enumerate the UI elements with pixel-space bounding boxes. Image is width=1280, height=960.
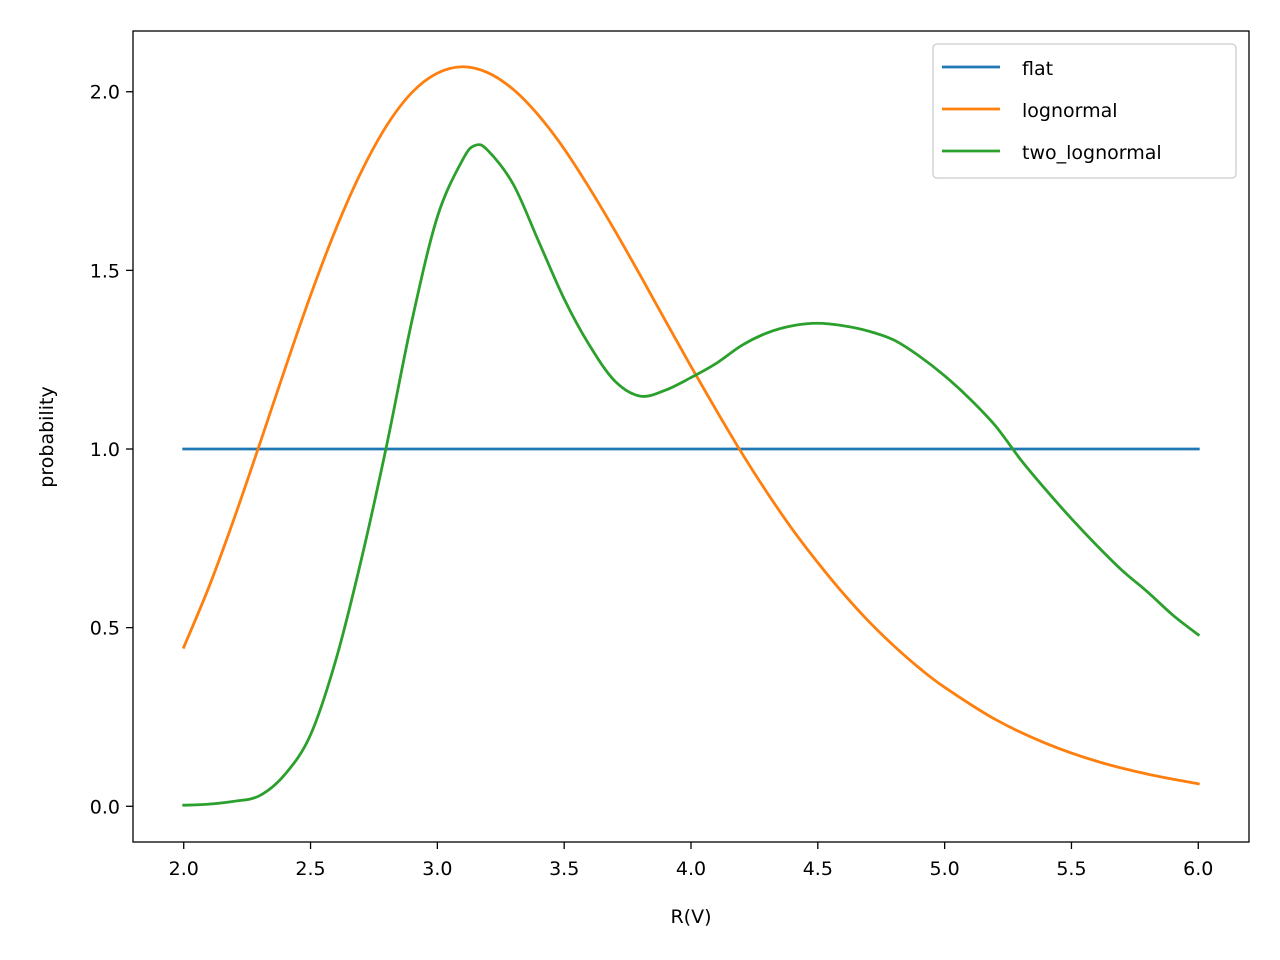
x-tick-label: 2.0: [169, 858, 199, 880]
x-tick-label: 2.5: [295, 858, 325, 880]
x-tick-label: 4.5: [803, 858, 833, 880]
legend-label: flat: [1022, 58, 1053, 80]
x-tick-label: 3.5: [549, 858, 579, 880]
legend-label: two_lognormal: [1022, 142, 1162, 164]
y-tick-label: 0.5: [90, 618, 120, 640]
x-axis-label: R(V): [670, 906, 711, 928]
x-axis: 2.0 2.5 3.0 3.5 4.0 4.5 5.0 5.5 6.0: [169, 842, 1213, 880]
y-tick-label: 2.0: [90, 82, 120, 104]
legend: flat lognormal two_lognormal: [932, 43, 1237, 179]
y-tick-label: 1.5: [90, 260, 120, 282]
series-line-two-lognormal: [182, 143, 1201, 807]
x-tick-label: 3.0: [422, 858, 452, 880]
y-axis: 0.0 0.5 1.0 1.5 2.0: [90, 82, 133, 818]
x-tick-label: 4.0: [676, 858, 706, 880]
legend-label: lognormal: [1022, 100, 1118, 122]
x-tick-label: 6.0: [1183, 858, 1213, 880]
y-tick-label: 1.0: [90, 439, 120, 461]
plot-area: [181, 65, 1201, 807]
x-tick-label: 5.5: [1056, 858, 1086, 880]
y-tick-label: 0.0: [90, 796, 120, 818]
y-axis-label: probability: [36, 386, 58, 487]
legend-box: [932, 43, 1237, 179]
series-line-lognormal: [181, 65, 1200, 786]
x-tick-label: 5.0: [930, 858, 960, 880]
